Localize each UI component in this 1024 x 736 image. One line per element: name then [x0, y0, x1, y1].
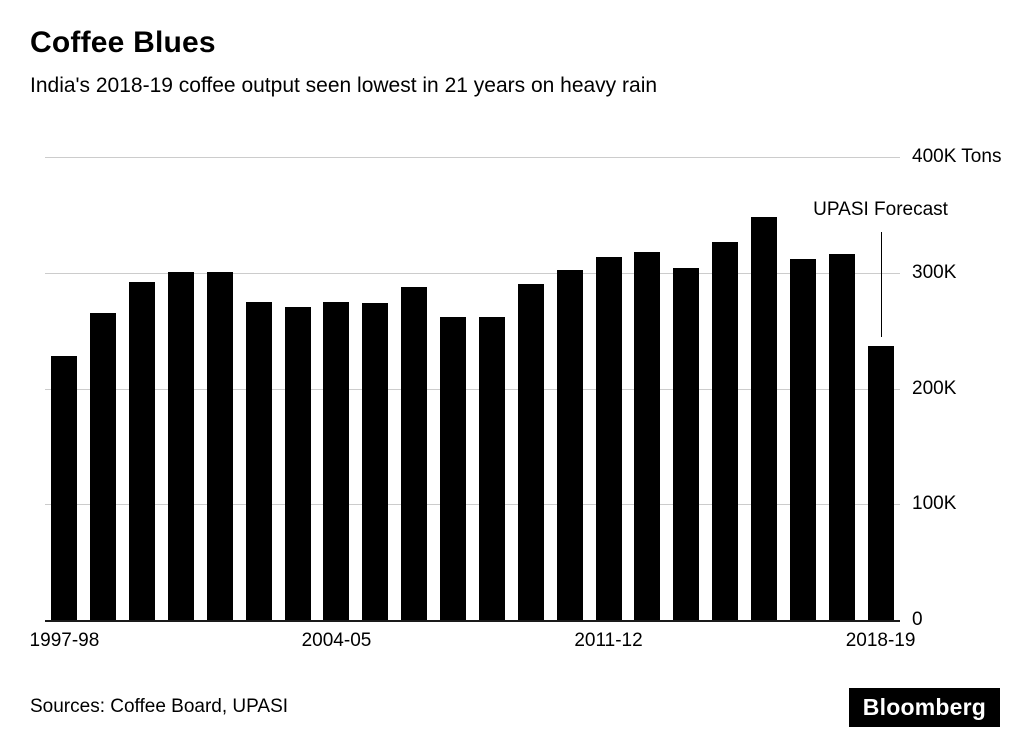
bloomberg-logo: Bloomberg: [848, 688, 1000, 727]
bar-2004-05: [323, 301, 350, 620]
bar-2000-01: [168, 271, 195, 620]
plot-area: 400K Tons 300K 200K 100K 0 1997-98 2004-05 2011…: [30, 146, 1002, 651]
chart-title: Coffee Blues: [30, 26, 216, 59]
x-axis-line: [45, 620, 900, 622]
y-tick-label: 200K: [912, 377, 957, 399]
y-tick-label: 0: [912, 609, 923, 630]
bar-2012-13: [634, 251, 661, 620]
y-tick-label: 400K Tons: [912, 146, 1002, 167]
bar-2003-04: [284, 307, 311, 620]
bar-2017-18: [828, 254, 855, 620]
y-tick-label: 100K: [912, 493, 957, 515]
bar-2010-11: [556, 270, 583, 620]
bar-2008-09: [478, 316, 505, 620]
bar-2015-16: [750, 217, 777, 620]
bar-1997-98: [51, 356, 78, 620]
annotation-label: UPASI Forecast: [813, 199, 948, 220]
bar-2013-14: [673, 268, 700, 620]
bar-2006-07: [401, 286, 428, 620]
bar-1998-99: [90, 313, 117, 620]
bar-chart: 400K Tons 300K 200K 100K 0 1997-98 2004-05 2011…: [30, 146, 1002, 651]
x-tick-label: 2011-12: [574, 630, 643, 651]
gridline: [45, 504, 900, 506]
bar-2011-12: [595, 256, 622, 620]
gridline: [45, 272, 900, 274]
bar-2014-15: [712, 241, 739, 620]
bar-2001-02: [206, 271, 233, 620]
sources-note: Sources: Coffee Board, UPASI: [30, 696, 289, 717]
bar-2005-06: [362, 302, 389, 620]
bar-2009-10: [517, 284, 544, 620]
bar-1999-00: [129, 282, 156, 620]
bar-2016-17: [789, 258, 816, 620]
y-tick-label: 300K: [912, 261, 957, 283]
x-tick-label: 2004-05: [301, 630, 372, 651]
chart-subtitle: India's 2018-19 coffee output seen lowes…: [30, 74, 658, 97]
gridline: [45, 388, 900, 390]
bar-2007-08: [440, 316, 467, 620]
x-tick-label: 2018-19: [845, 630, 916, 651]
bar-2018-19: [867, 345, 894, 620]
x-tick-label: 1997-98: [29, 630, 100, 651]
gridline: [45, 157, 900, 158]
annotation-leader-line: [880, 232, 882, 337]
bar-2002-03: [245, 301, 272, 620]
